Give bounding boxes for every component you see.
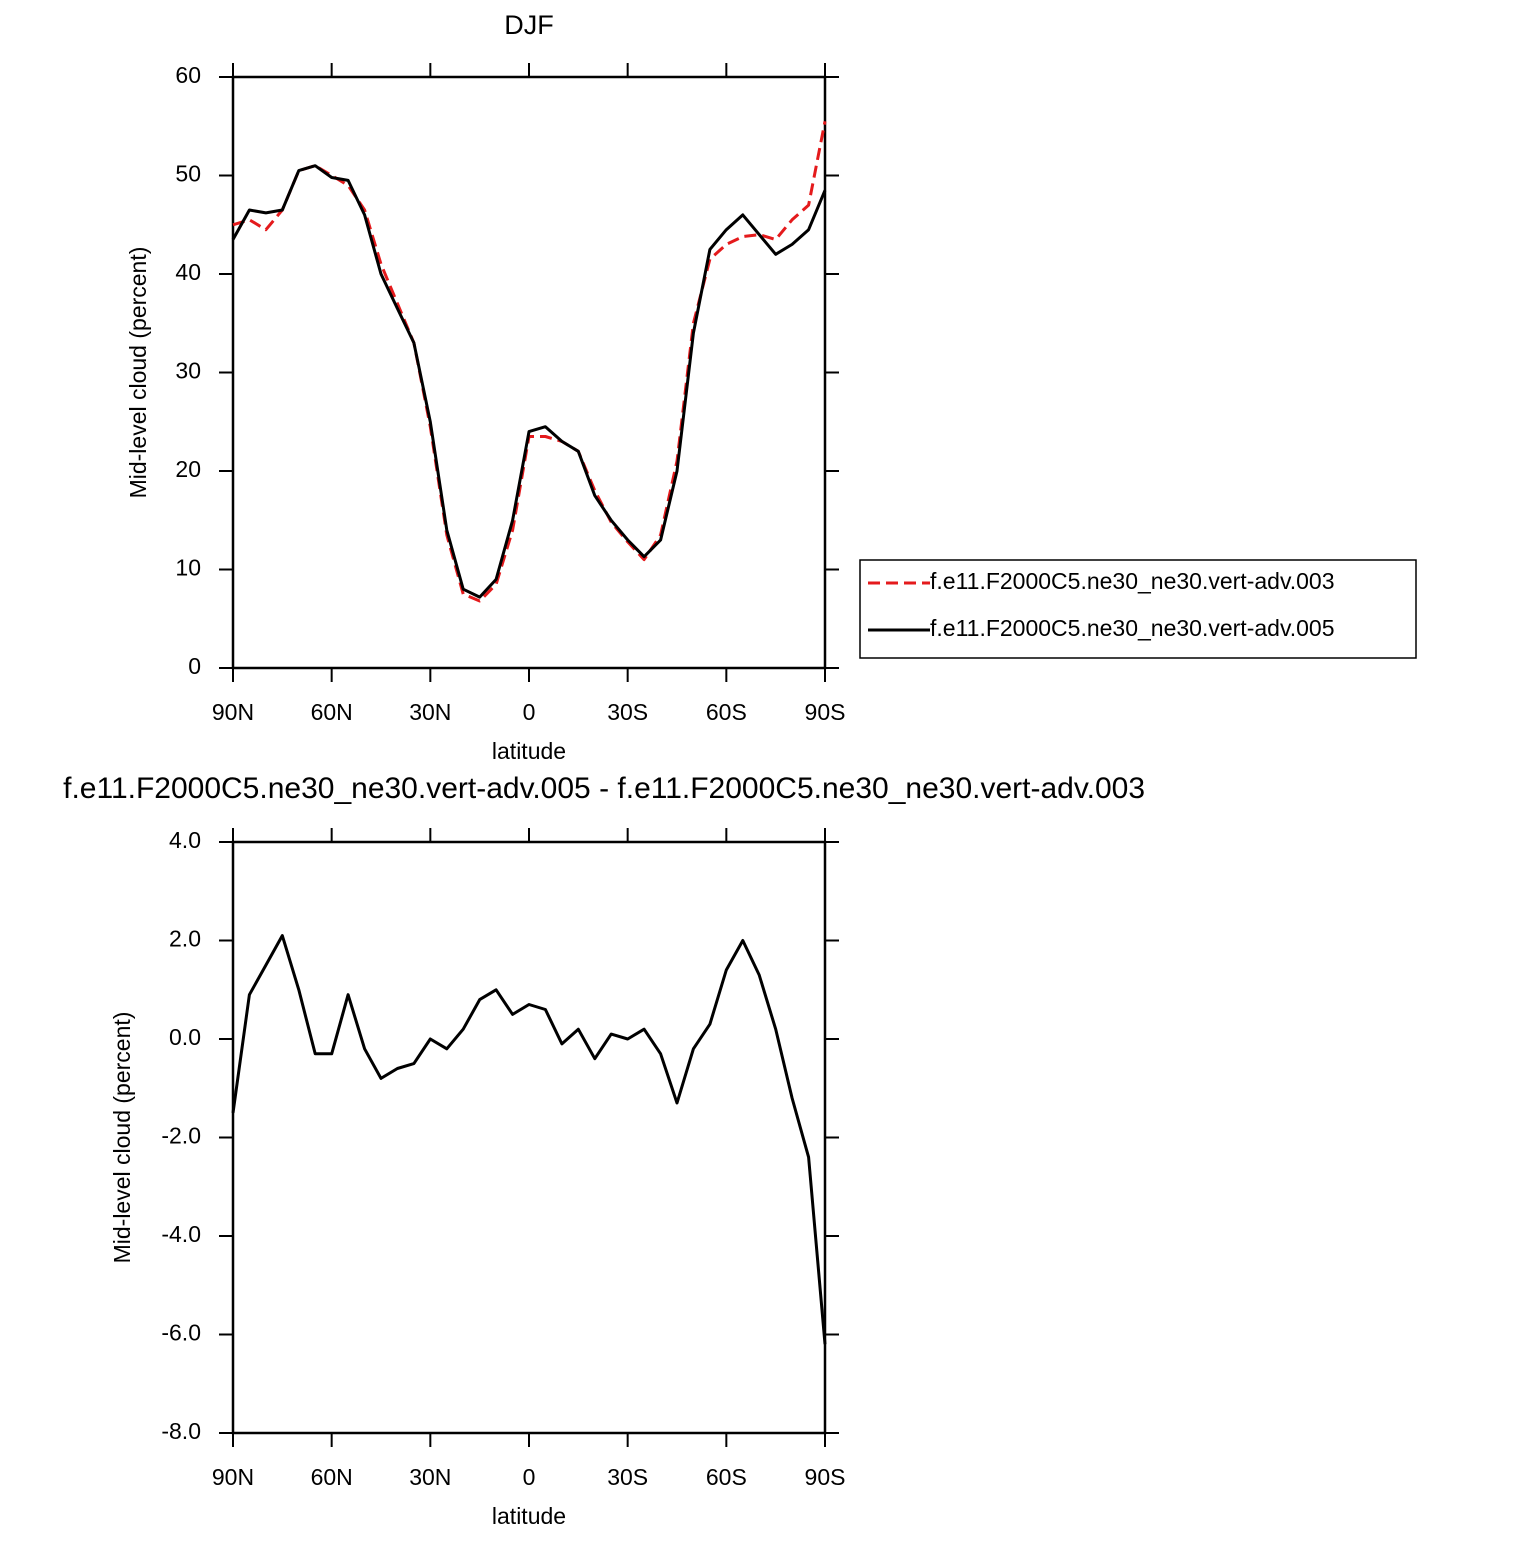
x-axis-label: latitude	[492, 738, 566, 764]
y-tick-label: 0.0	[169, 1024, 201, 1050]
x-tick-label: 30S	[607, 699, 648, 725]
legend-label: f.e11.F2000C5.ne30_ne30.vert-adv.005	[930, 615, 1335, 641]
y-tick-label: 50	[175, 161, 201, 187]
x-tick-label: 90S	[805, 1464, 846, 1490]
x-tick-label: 0	[523, 699, 536, 725]
data-line	[231, 934, 827, 1345]
y-tick-label: 2.0	[169, 926, 201, 952]
plot-frame	[231, 75, 827, 670]
data-line	[231, 164, 827, 599]
legend-label: f.e11.F2000C5.ne30_ne30.vert-adv.003	[930, 568, 1335, 594]
x-tick-label: 60S	[706, 1464, 747, 1490]
y-tick-label: -2.0	[161, 1123, 201, 1149]
plot-frame	[231, 840, 827, 1435]
chart-title: f.e11.F2000C5.ne30_ne30.vert-adv.005 - f…	[63, 772, 1145, 805]
y-tick-label: 10	[175, 555, 201, 581]
y-tick-label: -8.0	[161, 1418, 201, 1444]
y-tick-label: 60	[175, 62, 201, 88]
x-tick-label: 60N	[311, 1464, 353, 1490]
data-line	[232, 121, 827, 603]
x-tick-label: 60S	[706, 699, 747, 725]
y-tick-label: 4.0	[169, 827, 201, 853]
x-tick-label: 30N	[409, 699, 451, 725]
legend-box	[859, 559, 1417, 659]
x-tick-label: 60N	[311, 699, 353, 725]
y-tick-label: -6.0	[161, 1320, 201, 1346]
y-tick-label: -4.0	[161, 1221, 201, 1247]
x-tick-label: 30N	[409, 1464, 451, 1490]
chart-title: DJF	[504, 10, 554, 40]
y-tick-label: 20	[175, 456, 201, 482]
x-axis-label: latitude	[492, 1503, 566, 1529]
y-axis-label: Mid-level cloud (percent)	[109, 1012, 135, 1264]
y-tick-label: 0	[188, 653, 201, 679]
x-tick-label: 90S	[805, 699, 846, 725]
y-tick-label: 40	[175, 259, 201, 285]
y-axis-label: Mid-level cloud (percent)	[125, 247, 151, 499]
x-tick-label: 0	[523, 1464, 536, 1490]
x-tick-label: 90N	[212, 699, 254, 725]
x-tick-label: 30S	[607, 1464, 648, 1490]
x-tick-label: 90N	[212, 1464, 254, 1490]
y-tick-label: 30	[175, 358, 201, 384]
